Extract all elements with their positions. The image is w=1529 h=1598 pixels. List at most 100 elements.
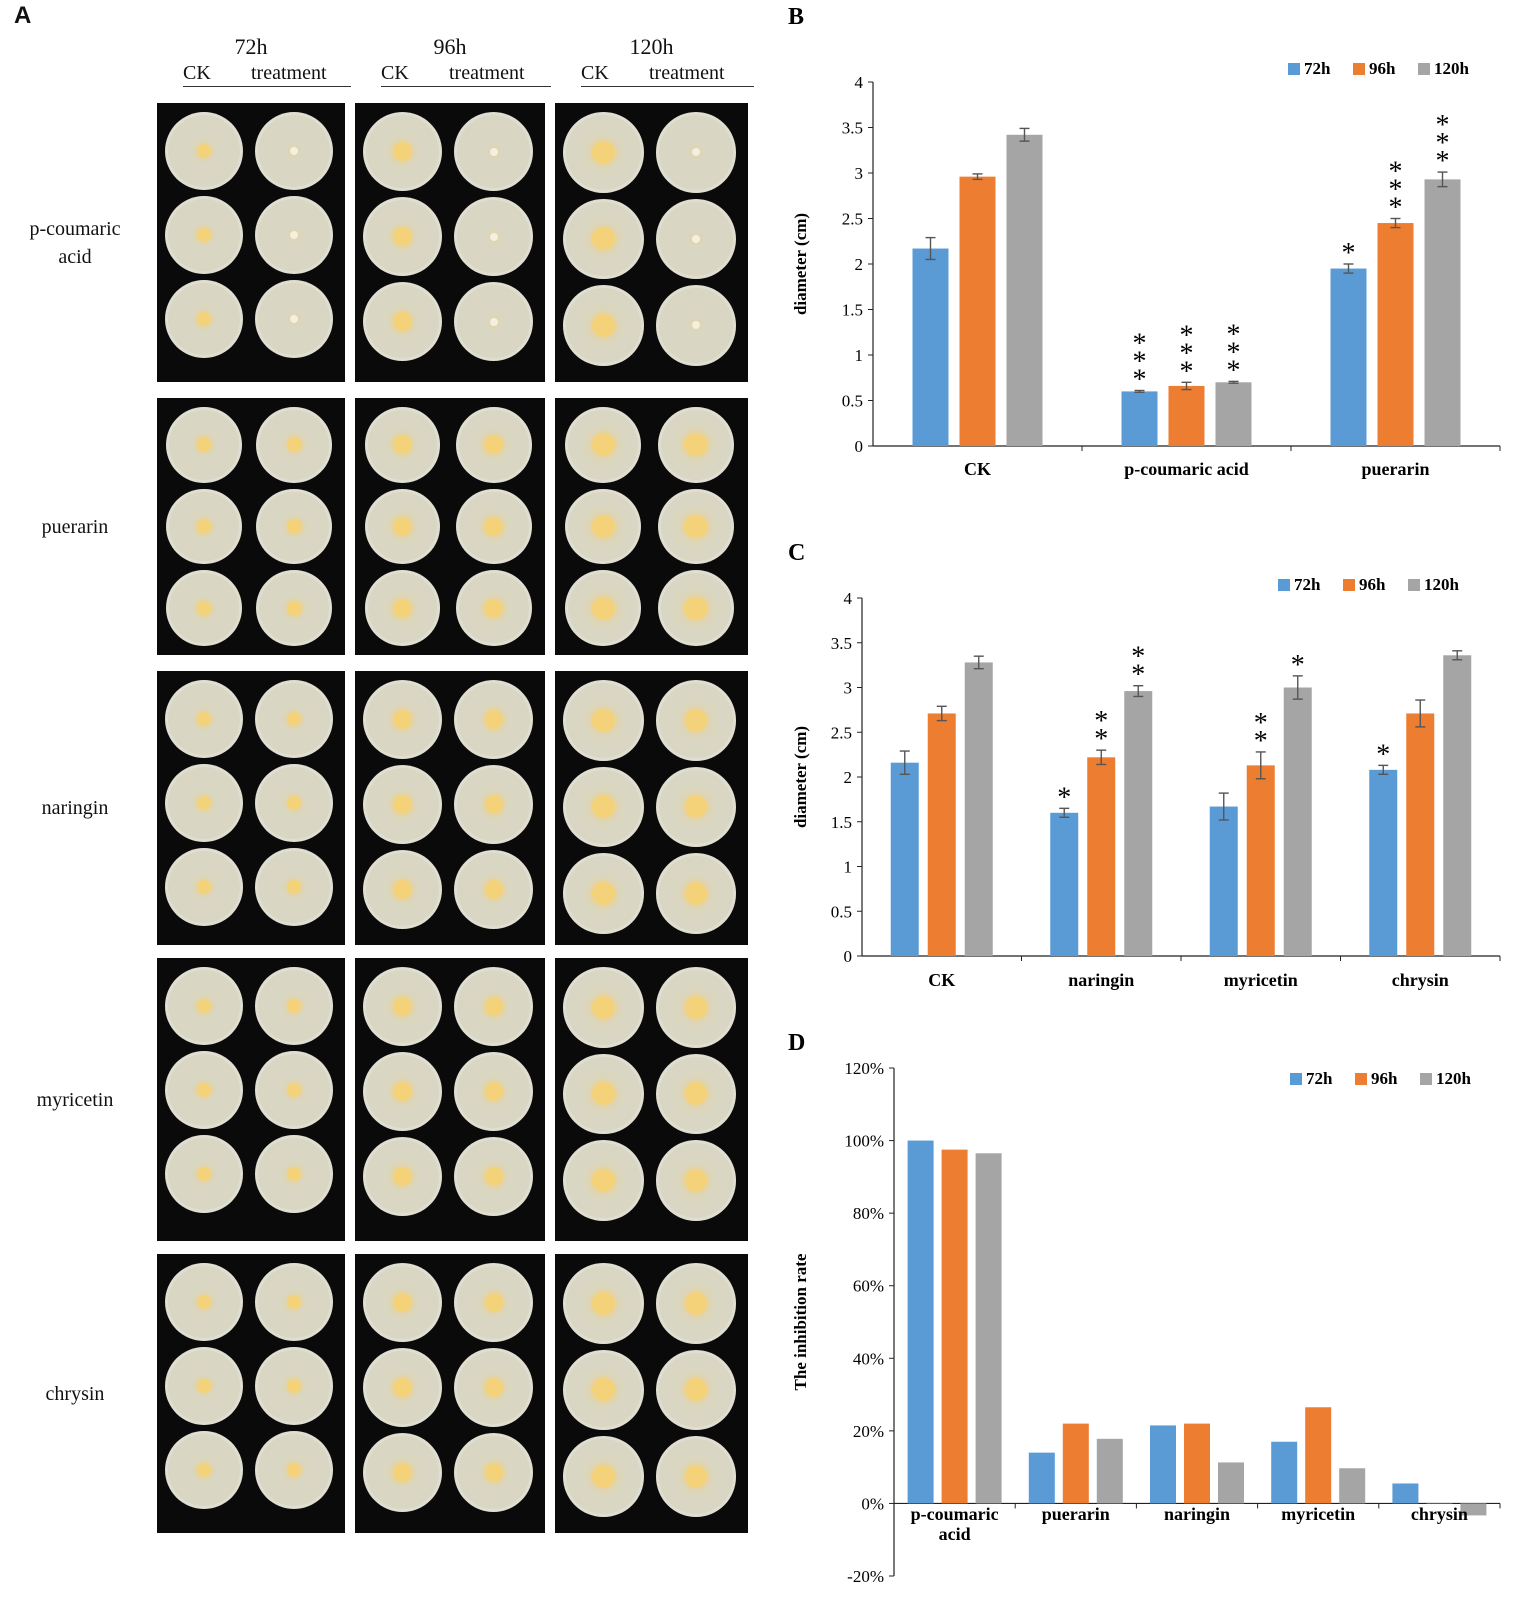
fungal-colony	[591, 1082, 615, 1105]
treatment-header: treatment	[251, 62, 327, 84]
category-label: p-coumaric acid	[1124, 459, 1248, 479]
legend-label: 72h	[1306, 1069, 1333, 1088]
fungal-colony	[287, 998, 302, 1013]
row-label-line: acid	[58, 245, 92, 268]
legend-swatch	[1278, 579, 1290, 591]
fungal-colony	[591, 1464, 615, 1488]
significance-star: *	[1133, 328, 1147, 359]
significance-star: *	[1131, 660, 1145, 691]
bar	[1218, 1462, 1244, 1504]
header-underline	[183, 86, 351, 87]
bar	[1377, 223, 1414, 446]
significance-star: *	[1389, 193, 1403, 224]
fungal-colony	[196, 711, 211, 726]
fungal-colony	[196, 879, 211, 894]
bar	[975, 1153, 1002, 1504]
y-tick-label: 2.5	[831, 723, 852, 742]
bar	[1330, 268, 1367, 446]
bar	[912, 248, 949, 446]
fungal-colony	[684, 995, 708, 1019]
significance-star: *	[1376, 739, 1390, 770]
fungal-colony	[287, 1462, 302, 1477]
fungal-colony	[684, 1291, 708, 1315]
fungal-colony	[287, 1378, 302, 1393]
fungal-colony	[393, 227, 412, 246]
legend-label: 72h	[1294, 575, 1321, 594]
row-label: naringin	[0, 794, 150, 822]
legend-label: 120h	[1434, 59, 1470, 78]
legend-swatch	[1418, 63, 1430, 75]
ck-dish	[563, 285, 644, 366]
fungal-colony	[196, 1462, 211, 1477]
category-label: CK	[928, 970, 955, 990]
fungal-colony	[484, 435, 504, 455]
bar	[1271, 1441, 1298, 1504]
significance-star: *	[1133, 364, 1147, 395]
ck-header: CK	[183, 62, 211, 84]
significance-star: *	[1342, 238, 1356, 269]
fungal-colony	[393, 142, 412, 161]
y-axis-label: diameter (cm)	[791, 726, 810, 828]
fungal-colony	[591, 313, 615, 337]
ck-dish	[165, 1135, 243, 1213]
ck-dish	[563, 1436, 644, 1517]
row-label-line: naringin	[41, 797, 109, 819]
category-label: puerarin	[1042, 1504, 1110, 1524]
bar	[1087, 757, 1116, 956]
fungal-colony	[489, 317, 498, 326]
legend-swatch	[1408, 579, 1420, 591]
fungal-colony	[290, 147, 299, 155]
fungal-colony	[196, 998, 211, 1013]
fungal-colony	[393, 1167, 412, 1186]
ck-dish	[165, 680, 243, 758]
y-tick-label: 1	[855, 346, 864, 365]
treatment-dish	[455, 488, 532, 565]
fungal-colony	[196, 795, 211, 810]
chart-d: D -20% 0% 20% 40% 60% 80% 100% 120% The inhibitio…	[788, 1030, 1501, 1586]
bar	[1215, 382, 1252, 446]
fungal-colony	[393, 1293, 412, 1312]
treatment-dish	[455, 407, 532, 483]
legend-swatch	[1420, 1073, 1432, 1085]
significance-star: *	[1057, 782, 1071, 813]
treatment-dish	[658, 488, 734, 565]
fungal-colony	[691, 148, 700, 157]
fungal-colony	[591, 708, 615, 732]
ck-dish	[363, 1137, 442, 1216]
category-label: CK	[964, 459, 991, 479]
bar	[1209, 806, 1238, 956]
bar	[1426, 1503, 1453, 1504]
fungal-colony	[591, 1378, 615, 1401]
ck-dish	[363, 1052, 442, 1131]
y-tick-label: 3.5	[842, 119, 863, 138]
fungal-colony	[591, 596, 615, 620]
bar	[1283, 687, 1312, 956]
fungal-colony	[287, 795, 302, 810]
fungal-colony	[591, 140, 615, 164]
bar	[1406, 713, 1435, 956]
ck-dish	[363, 765, 442, 844]
significance-star: *	[1227, 355, 1241, 386]
fungal-colony	[484, 1463, 503, 1482]
significance-star: *	[1131, 642, 1145, 673]
fungal-colony	[286, 437, 302, 453]
y-tick-label: 80%	[853, 1204, 884, 1223]
fungal-colony	[392, 435, 413, 455]
bar	[1443, 655, 1472, 956]
fungal-colony	[484, 1293, 503, 1312]
row-label-line: chrysin	[45, 1382, 105, 1405]
bar	[1339, 1468, 1366, 1504]
y-tick-label: 0	[844, 947, 853, 966]
significance-star: *	[1180, 320, 1194, 351]
legend-swatch	[1343, 579, 1355, 591]
fungal-colony	[393, 1378, 412, 1397]
fungal-colony	[287, 1166, 302, 1181]
significance-star: *	[1436, 110, 1450, 141]
fungal-colony	[393, 710, 412, 729]
row-label: p-coumaric acid	[0, 215, 150, 271]
category-label: naringin	[1164, 1504, 1230, 1524]
y-tick-label: 3	[844, 679, 853, 698]
fungal-colony	[484, 1378, 503, 1397]
treatment-dish	[454, 850, 534, 929]
y-tick-label: 4	[844, 589, 853, 608]
